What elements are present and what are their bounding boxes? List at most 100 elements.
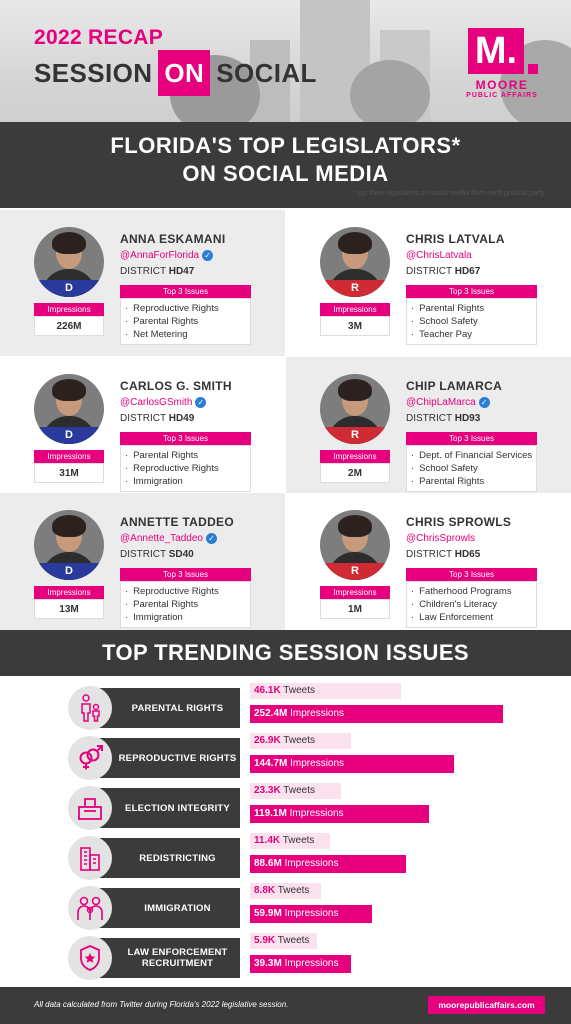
photo-hair: [52, 379, 86, 401]
issue-item: School Safety: [411, 462, 536, 475]
district-line: DISTRICT HD49: [120, 413, 194, 424]
top-issues-label: Top 3 Issues: [120, 568, 251, 581]
impressions-value: 31M: [34, 463, 104, 483]
impressions-label: Impressions: [34, 303, 104, 316]
district-label: DISTRICT: [406, 549, 452, 560]
impressions-count: 144.7M: [254, 758, 288, 769]
issue-label: PARENTAL RIGHTS: [95, 688, 240, 728]
top-issues-box: Top 3 IssuesParental RightsSchool Safety…: [406, 285, 537, 345]
photo-hair: [338, 379, 372, 401]
impressions-label: Impressions: [34, 450, 104, 463]
trending-issue-row: REPRODUCTIVE RIGHTS 26.9K Tweets 144.7M Im…: [0, 733, 571, 782]
district-line: DISTRICT SD40: [120, 549, 194, 560]
impressions-bar: 59.9M Impressions: [250, 905, 372, 923]
legislator-card: R Impressions 2M CHIP LAMARCA @ChipLaMarca ✓ D…: [286, 357, 571, 493]
top-issues-label: Top 3 Issues: [406, 568, 537, 581]
website-link[interactable]: moorepublicaffairs.com: [428, 996, 545, 1014]
impressions-bar: 144.7M Impressions: [250, 755, 454, 773]
tweets-bar: 8.8K Tweets: [250, 883, 321, 899]
impressions-bar: 252.4M Impressions: [250, 705, 503, 723]
party-badge: D: [34, 280, 104, 297]
banner-line-1: FLORIDA'S TOP LEGISLATORS*: [110, 133, 461, 158]
issue-item: Law Enforcement: [411, 611, 536, 624]
impressions-box: Impressions 31M: [34, 450, 104, 483]
top-issues-label: Top 3 Issues: [406, 432, 537, 445]
issue-item: Parental Rights: [411, 475, 536, 488]
legislator-photo: R: [320, 374, 390, 444]
legislator-card: D Impressions 13M ANNETTE TADDEO @Annette_Ta…: [0, 493, 285, 630]
recap-title: 2022 RECAP: [34, 26, 164, 49]
tweets-bar: 26.9K Tweets: [250, 733, 351, 749]
handle-text[interactable]: @AnnaForFlorida: [120, 250, 200, 261]
police-badge-icon: [68, 936, 112, 980]
issue-item: Reproductive Rights: [125, 462, 250, 475]
district-label: DISTRICT: [406, 413, 452, 424]
twitter-handle[interactable]: @ChipLaMarca ✓: [406, 397, 490, 408]
top-issues-box: Top 3 IssuesReproductive RightsParental …: [120, 285, 251, 345]
district-label: DISTRICT: [120, 266, 166, 277]
issue-label: ELECTION INTEGRITY: [95, 788, 240, 828]
on-box: ON: [158, 50, 211, 96]
tweets-word: Tweets: [277, 935, 310, 946]
party-badge: R: [320, 563, 390, 580]
handle-text[interactable]: @Annette_Taddeo: [120, 533, 203, 544]
header-hero: 2022 RECAP SESSION ON SOCIAL M. MOORE PU…: [0, 0, 571, 122]
issue-item: Fatherhood Programs: [411, 585, 536, 598]
handle-text[interactable]: @CarlosGSmith: [120, 397, 193, 408]
impressions-box: Impressions 1M: [320, 586, 390, 619]
impressions-value: 13M: [34, 599, 104, 619]
impressions-word: Impressions: [290, 708, 345, 719]
session-word: SESSION: [34, 57, 153, 88]
impressions-word: Impressions: [284, 908, 339, 919]
trending-issue-row: LAW ENFORCEMENT RECRUITMENT 5.9K Tweets 39…: [0, 933, 571, 982]
impressions-box: Impressions 3M: [320, 303, 390, 336]
issue-item: Immigration: [125, 475, 250, 488]
issue-item: Parental Rights: [125, 598, 250, 611]
ballot-box-icon: [68, 786, 112, 830]
verified-check-icon: ✓: [202, 250, 214, 261]
tweets-bar: 23.3K Tweets: [250, 783, 341, 799]
district-label: DISTRICT: [406, 266, 452, 277]
twitter-handle[interactable]: @ChrisLatvala: [406, 250, 472, 261]
impressions-bar: 119.1M Impressions: [250, 805, 429, 823]
legislator-photo: D: [34, 510, 104, 580]
twitter-handle[interactable]: @CarlosGSmith ✓: [120, 397, 207, 408]
photo-hair: [338, 515, 372, 537]
district-line: DISTRICT HD67: [406, 266, 480, 277]
district-label: DISTRICT: [120, 549, 166, 560]
issue-item: Parental Rights: [411, 302, 536, 315]
legislator-card: D Impressions 31M CARLOS G. SMITH @CarlosGSm…: [0, 357, 285, 493]
tweets-count: 23.3K: [254, 785, 281, 796]
twitter-handle[interactable]: @ChrisSprowls: [406, 533, 475, 544]
issue-list: Parental RightsReproductive RightsImmigr…: [120, 445, 251, 492]
session-on-social-title: SESSION ON SOCIAL: [34, 50, 317, 96]
twitter-handle[interactable]: @Annette_Taddeo ✓: [120, 533, 217, 544]
impressions-count: 59.9M: [254, 908, 282, 919]
handle-text[interactable]: @ChipLaMarca: [406, 397, 476, 408]
moore-logo[interactable]: M. MOORE PUBLIC AFFAIRS: [461, 28, 543, 99]
legislator-name: ANNA ESKAMANI: [120, 232, 226, 246]
legislator-name: CHRIS LATVALA: [406, 232, 505, 246]
impressions-label: Impressions: [320, 303, 390, 316]
handle-text[interactable]: @ChrisSprowls: [406, 533, 476, 544]
twitter-handle[interactable]: @AnnaForFlorida ✓: [120, 250, 214, 261]
trending-issue-row: PARENTAL RIGHTS 46.1K Tweets 252.4M Impres…: [0, 683, 571, 732]
gender-symbols-icon: [68, 736, 112, 780]
issue-item: Reproductive Rights: [125, 302, 250, 315]
top-issues-box: Top 3 IssuesReproductive RightsParental …: [120, 568, 251, 628]
issue-list: Reproductive RightsParental RightsNet Me…: [120, 298, 251, 345]
tweets-word: Tweets: [283, 685, 315, 696]
district-code: SD40: [168, 549, 194, 560]
issue-list: Parental RightsSchool SafetyTeacher Pay: [406, 298, 537, 345]
issue-item: Children's Literacy: [411, 598, 536, 611]
issue-item: Dept. of Financial Services: [411, 449, 536, 462]
impressions-count: 252.4M: [254, 708, 288, 719]
buildings-icon: [68, 836, 112, 880]
impressions-box: Impressions 13M: [34, 586, 104, 619]
impressions-word: Impressions: [290, 758, 345, 769]
impressions-label: Impressions: [320, 586, 390, 599]
tweets-word: Tweets: [282, 835, 315, 846]
handle-text[interactable]: @ChrisLatvala: [406, 250, 472, 261]
legislator-card: D Impressions 226M ANNA ESKAMANI @AnnaForFlo…: [0, 210, 285, 356]
tweets-count: 26.9K: [254, 735, 281, 746]
